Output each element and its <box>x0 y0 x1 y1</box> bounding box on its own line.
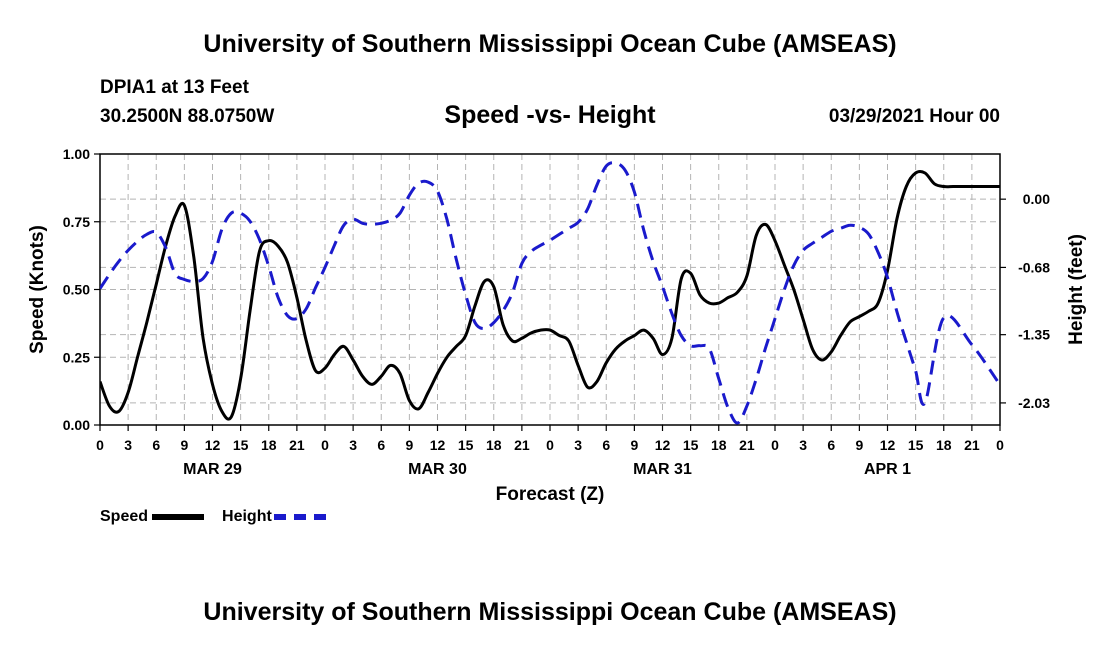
x-tick-label: 12 <box>655 437 671 453</box>
x-tick-label: 15 <box>908 437 924 453</box>
x-tick-label: 21 <box>964 437 980 453</box>
x-tick-label: 9 <box>180 437 188 453</box>
legend-height-label: Height <box>222 508 272 525</box>
station-label: DPIA1 at 13 Feet <box>100 77 249 98</box>
x-tick-label: 15 <box>233 437 249 453</box>
x-tick-label: 3 <box>349 437 357 453</box>
x-tick-label: 0 <box>771 437 779 453</box>
y2-tick-label: -1.35 <box>1018 327 1050 343</box>
y-tick-label: 0.75 <box>63 214 90 230</box>
x-tick-label: 18 <box>486 437 502 453</box>
x-tick-label: 6 <box>602 437 610 453</box>
x-tick-label: 3 <box>574 437 582 453</box>
x-axis-title: Forecast (Z) <box>496 484 605 505</box>
legend-height-swatch <box>273 514 326 520</box>
chart-title-bottom: University of Southern Mississippi Ocean… <box>203 598 897 626</box>
height-series-line <box>100 161 1000 425</box>
y2-axis-title: Height (feet) <box>1066 234 1087 345</box>
chart-subtitle: Speed -vs- Height <box>444 101 656 129</box>
y-tick-label: 0.00 <box>63 417 90 433</box>
forecast-datetime: 03/29/2021 Hour 00 <box>828 106 1000 127</box>
x-tick-label: 21 <box>739 437 755 453</box>
y-axis-title: Speed (Knots) <box>27 225 48 354</box>
y2-tick-label: 0.00 <box>1023 191 1050 207</box>
chart-title-top: University of Southern Mississippi Ocean… <box>203 30 897 58</box>
date-label: APR 1 <box>864 461 911 478</box>
x-tick-label: 0 <box>546 437 554 453</box>
x-tick-label: 21 <box>514 437 530 453</box>
date-label: MAR 31 <box>633 461 692 478</box>
x-tick-label: 9 <box>405 437 413 453</box>
x-tick-label: 6 <box>827 437 835 453</box>
x-tick-label: 0 <box>96 437 104 453</box>
y-tick-label: 1.00 <box>63 146 90 162</box>
legend-speed-swatch <box>152 514 205 520</box>
date-label: MAR 30 <box>408 461 467 478</box>
x-tick-label: 15 <box>458 437 474 453</box>
x-tick-label: 18 <box>711 437 727 453</box>
x-tick-label: 0 <box>996 437 1004 453</box>
x-tick-label: 15 <box>683 437 699 453</box>
legend-item-height: Height <box>222 508 326 526</box>
x-tick-label: 9 <box>855 437 863 453</box>
x-tick-label: 18 <box>261 437 277 453</box>
x-tick-label: 6 <box>377 437 385 453</box>
x-tick-label: 3 <box>124 437 132 453</box>
speed-series-line <box>100 169 1000 421</box>
y2-tick-label: -0.68 <box>1018 259 1050 275</box>
x-tick-label: 18 <box>936 437 952 453</box>
y2-tick-label: -2.03 <box>1018 395 1050 411</box>
date-label: MAR 29 <box>183 461 242 478</box>
x-tick-label: 3 <box>799 437 807 453</box>
x-tick-label: 21 <box>289 437 305 453</box>
x-tick-label: 12 <box>880 437 896 453</box>
x-tick-label: 9 <box>630 437 638 453</box>
x-tick-label: 12 <box>205 437 221 453</box>
legend-item-speed: Speed <box>100 508 205 526</box>
x-tick-label: 12 <box>430 437 446 453</box>
x-tick-label: 0 <box>321 437 329 453</box>
y-tick-label: 0.25 <box>63 349 90 365</box>
y-tick-label: 0.50 <box>63 282 90 298</box>
legend-speed-label: Speed <box>100 508 149 525</box>
coordinates-label: 30.2500N 88.0750W <box>100 106 275 127</box>
x-tick-label: 6 <box>152 437 160 453</box>
legend: Speed Height <box>100 508 344 526</box>
